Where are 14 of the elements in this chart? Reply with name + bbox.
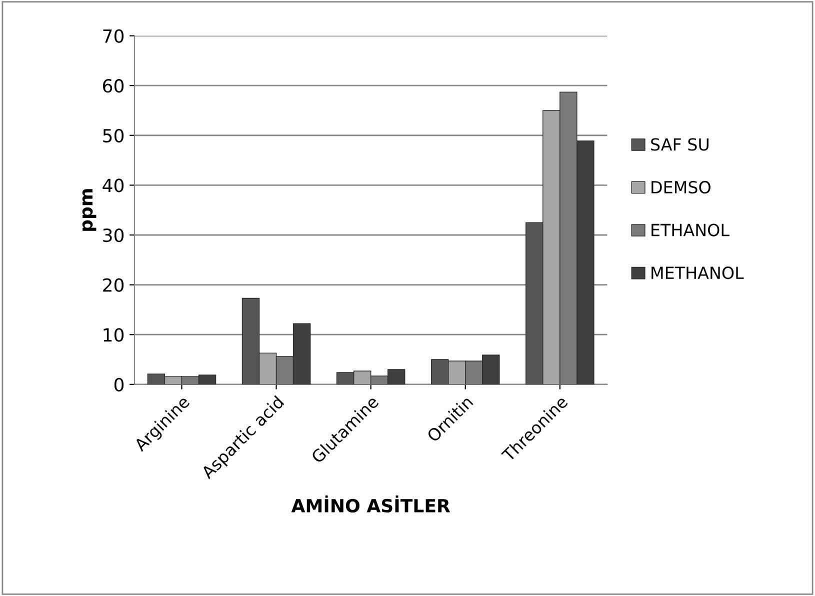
legend-label: ETHANOL — [652, 224, 730, 236]
y-tick-label: 0 — [114, 378, 124, 392]
y-tick-label: 30 — [103, 228, 124, 242]
y-tick-label: 40 — [102, 178, 124, 192]
legend-label: DEMSO — [652, 180, 710, 194]
x-axis-title: AMİNO ASİTLER — [291, 496, 450, 513]
legend-label: SAF SU — [651, 138, 708, 151]
y-tick-label: 70 — [103, 29, 124, 43]
y-tick-label: 50 — [103, 128, 124, 142]
y-tick-label: 20 — [103, 278, 124, 292]
y-axis-title: ppm — [82, 189, 96, 231]
y-tick-label: 10 — [104, 328, 124, 342]
legend-label: METHANOL — [652, 266, 744, 280]
y-tick-label: 60 — [103, 79, 124, 93]
